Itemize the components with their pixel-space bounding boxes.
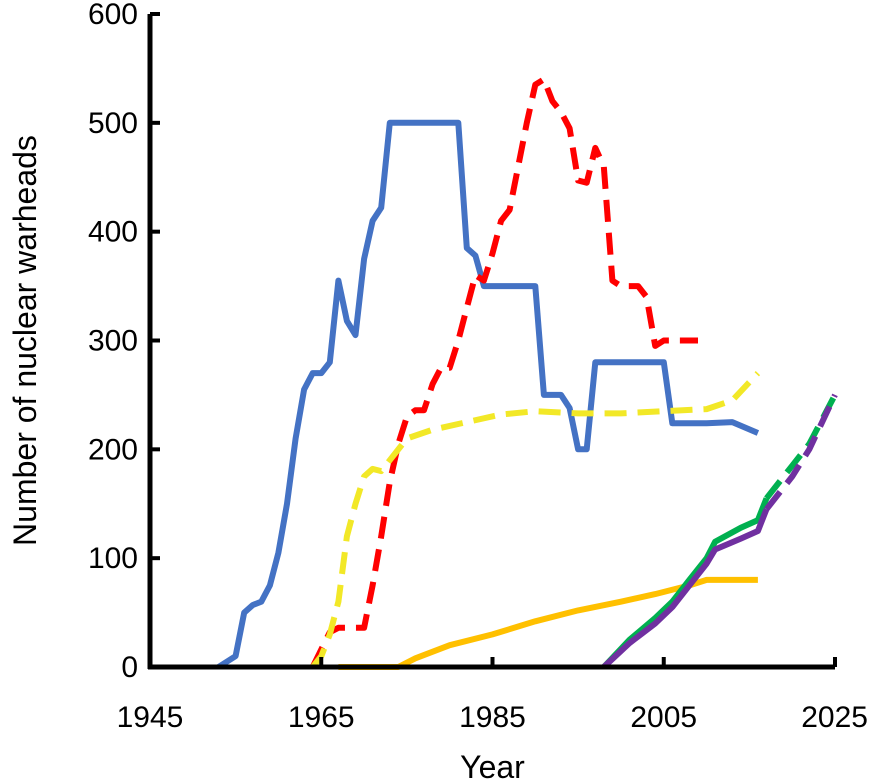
- x-tick-label: 2005: [630, 701, 697, 734]
- y-ticks: 0 100 200 300 400 500 600: [88, 0, 160, 684]
- y-tick-label: 500: [88, 107, 138, 140]
- x-tick-label: 2025: [801, 701, 868, 734]
- x-tick-label: 1945: [117, 701, 184, 734]
- y-tick-label: 300: [88, 325, 138, 358]
- series-line-5: [764, 393, 838, 501]
- y-axis-title: Number of nuclear warheads: [7, 135, 43, 546]
- y-tick-label: 0: [121, 651, 138, 684]
- x-ticks: 1945 1965 1985 2005 2025: [117, 657, 868, 734]
- y-tick-label: 200: [88, 433, 138, 466]
- series-line-3: [338, 576, 758, 670]
- series-line-2: [310, 371, 761, 669]
- x-tick-label: 1965: [288, 701, 355, 734]
- series-line-1: [310, 76, 698, 669]
- x-tick-label: 1985: [459, 701, 526, 734]
- series-line-6: [601, 508, 770, 670]
- y-tick-label: 100: [88, 542, 138, 575]
- x-axis-title: Year: [460, 749, 525, 782]
- series-line-4: [601, 497, 770, 670]
- series-line-0: [216, 119, 760, 670]
- series-line-7: [764, 393, 838, 512]
- series-layer: [216, 76, 838, 670]
- y-tick-label: 400: [88, 216, 138, 249]
- y-tick-label: 600: [88, 0, 138, 31]
